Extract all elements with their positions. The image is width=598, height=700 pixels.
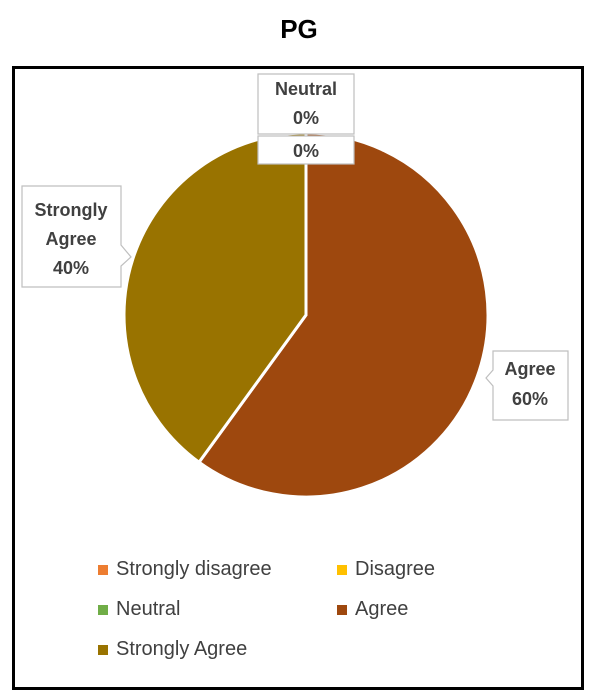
legend-item-strongly-disagree: Strongly disagree [98, 558, 272, 581]
agree-label-name: Agree [504, 359, 555, 379]
neutral-label-name: Neutral [275, 79, 337, 99]
legend-item-agree: Agree [337, 598, 408, 621]
pie-data-labels: Neutral 0% 0% Strongly Agree 40% Agree 6… [21, 73, 569, 421]
extra-zero-label: 0% [293, 141, 319, 161]
chart-title: PG [280, 14, 318, 44]
neutral-label-percent: 0% [293, 108, 319, 128]
legend-swatch-disagree [337, 564, 347, 575]
strongly-agree-label-percent: 40% [53, 258, 89, 278]
strongly-agree-label-box [21, 185, 132, 288]
pie-slice-agree [196, 131, 490, 499]
agree-label-box [485, 350, 569, 421]
extra-zero-label-box [257, 135, 355, 165]
pie-slices [122, 131, 490, 499]
legend-item-disagree: Disagree [337, 558, 435, 581]
legend-label: Strongly Agree [116, 638, 248, 660]
chart-frame [12, 66, 584, 690]
neutral-label-box [257, 73, 355, 135]
legend-item-strongly-agree: Strongly Agree [98, 638, 247, 661]
strongly-agree-label-line1: Strongly [34, 200, 107, 220]
strongly-agree-label-line2: Agree [45, 229, 96, 249]
pie-slice-strongly-agree [122, 131, 308, 465]
legend-label: Disagree [355, 558, 436, 580]
legend-swatch-strongly-disagree [98, 564, 108, 575]
legend-label: Neutral [116, 598, 181, 620]
agree-label-percent: 60% [512, 389, 548, 409]
legend-swatch-agree [337, 604, 347, 615]
legend-label: Agree [355, 598, 409, 620]
legend-item-neutral: Neutral [98, 598, 180, 621]
legend-swatch-neutral [98, 604, 108, 615]
legend-swatch-strongly-agree [98, 644, 108, 655]
legend-label: Strongly disagree [116, 558, 272, 580]
